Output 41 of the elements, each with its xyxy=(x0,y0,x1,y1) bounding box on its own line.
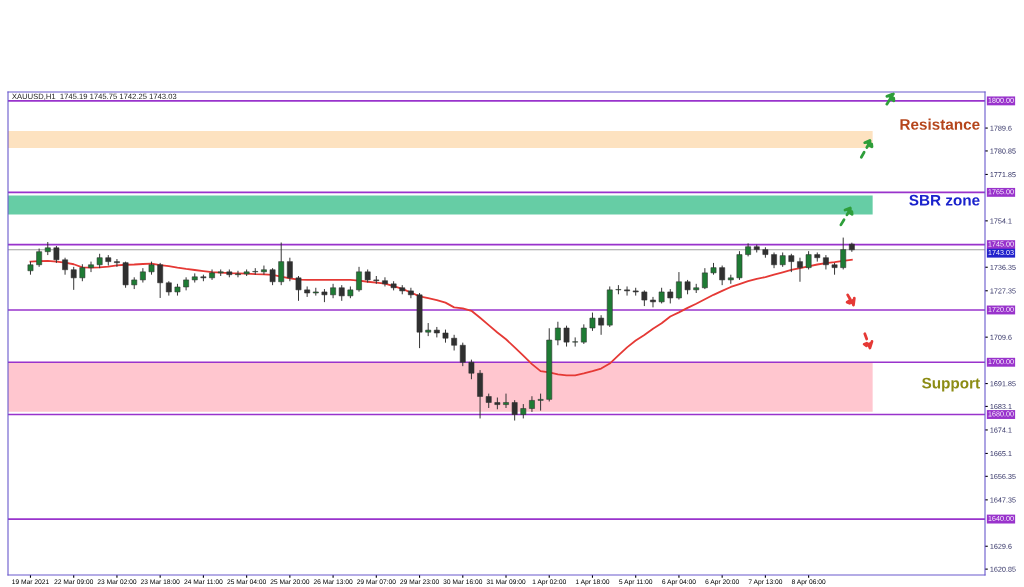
candlestick xyxy=(286,257,293,282)
candlestick xyxy=(650,296,656,308)
candlestick xyxy=(840,237,847,270)
candlestick xyxy=(468,359,475,380)
candlestick xyxy=(805,250,812,270)
candlestick xyxy=(598,314,604,336)
candlestick xyxy=(529,395,535,413)
candlestick xyxy=(295,275,302,302)
candlestick xyxy=(719,265,726,286)
candlestick xyxy=(278,242,285,286)
candlestick xyxy=(736,250,743,281)
candlestick xyxy=(36,248,42,268)
candlestick xyxy=(70,266,77,291)
candlestick xyxy=(563,325,570,348)
text: Support xyxy=(922,377,980,392)
candlestick xyxy=(209,268,215,281)
candlestick xyxy=(702,267,708,290)
candlestick xyxy=(451,334,458,351)
candlestick xyxy=(676,271,682,301)
candlestick xyxy=(235,270,241,278)
text: Resistance xyxy=(900,118,980,130)
candlestick xyxy=(477,369,483,419)
candlestick xyxy=(408,287,414,299)
candlestick xyxy=(511,399,518,422)
candlestick xyxy=(580,323,587,345)
candlestick xyxy=(624,285,630,297)
candlestick xyxy=(589,312,596,332)
candlestick xyxy=(356,266,362,293)
candlestick xyxy=(459,342,466,367)
candlestick xyxy=(788,253,795,273)
text: SBR zone xyxy=(909,194,980,206)
candlestick xyxy=(88,261,94,273)
candlestick xyxy=(261,265,267,276)
candlestick xyxy=(122,261,129,289)
candlestick xyxy=(797,257,803,283)
candlestick xyxy=(382,276,388,287)
candlestick xyxy=(157,262,164,299)
candlestick xyxy=(252,267,259,276)
candlestick xyxy=(503,393,509,409)
candlestick xyxy=(555,321,561,346)
candlestick xyxy=(114,258,120,268)
